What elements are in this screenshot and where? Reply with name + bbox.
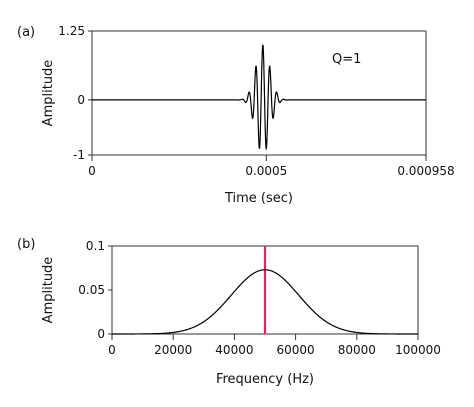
panel-a-xtick-label: 0.000958 [397,164,454,178]
panel-a-xtick-label: 0.0005 [245,164,287,178]
panel-b-xtick-label: 20000 [154,343,192,357]
panel-b-ytick-label: 0 [97,327,105,341]
panel-a-label: (a) [17,25,35,40]
panel-b-xlabel: Frequency (Hz) [216,372,314,387]
panel-b-xtick-label: 0 [108,343,116,357]
panel-a-xticks: 0 0.0005 0.000958 [88,155,455,178]
panel-a-annotation: Q=1 [332,52,361,67]
panel-b-spectrum-line [112,269,418,335]
panel-b-ylabel: Amplitude [41,257,56,324]
panel-a-frame [91,30,427,156]
panel-a-xlabel: Time (sec) [224,191,293,206]
panel-a-yticks: 1.25 0 -1 [58,24,92,162]
panel-a: (a) Amplitude Time (sec) Q=1 1.250-1 0 0.… [17,24,455,206]
panel-a-wavelet-line [92,44,426,151]
panel-b-ytick-label: 0.05 [78,283,105,297]
panel-a-ytick-label: -1 [73,148,85,162]
panel-b-label: (b) [17,237,35,252]
panel-b-xtick-label: 60000 [277,343,315,357]
panel-a-ylabel: Amplitude [41,60,56,127]
panel-b-xtick-label: 80000 [338,343,376,357]
panel-b-xtick-label: 40000 [215,343,253,357]
panel-b-yticks: 0.1 0.05 0 [78,239,112,341]
panel-a-ytick-label: 1.25 [58,24,85,38]
panel-a-xtick-label: 0 [88,164,96,178]
panel-b: (b) Amplitude Frequency (Hz) 0.1 0.05 0 0 2… [17,237,441,387]
panel-b-xticks: 0 20000 40000 60000 80000 100000 [108,334,441,357]
panel-b-ytick-label: 0.1 [86,239,105,253]
panel-b-xtick-label: 100000 [395,343,441,357]
panel-a-ytick-label: 0 [77,93,85,107]
